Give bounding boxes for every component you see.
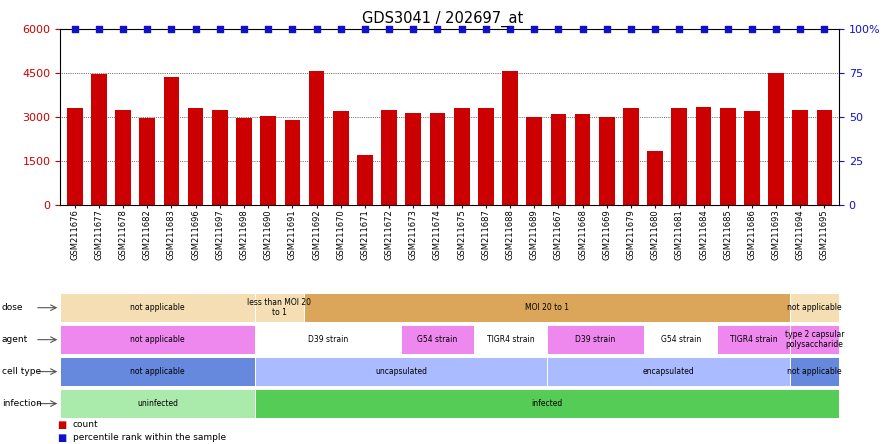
Point <box>527 25 542 32</box>
Point <box>455 25 469 32</box>
Text: D39 strain: D39 strain <box>308 335 348 344</box>
Bar <box>623 108 639 205</box>
Bar <box>574 114 590 205</box>
Text: percentile rank within the sample: percentile rank within the sample <box>73 433 226 442</box>
Bar <box>309 71 325 205</box>
Bar <box>115 110 131 205</box>
Bar <box>599 117 615 205</box>
Bar <box>744 111 759 205</box>
Point <box>358 25 372 32</box>
Bar <box>672 108 688 205</box>
Point <box>696 25 711 32</box>
Point <box>285 25 299 32</box>
Point <box>551 25 566 32</box>
Point <box>745 25 759 32</box>
Point <box>673 25 687 32</box>
Text: cell type: cell type <box>2 367 41 376</box>
Bar <box>550 114 566 205</box>
Text: dose: dose <box>2 303 23 312</box>
Text: less than MOI 20
to 1: less than MOI 20 to 1 <box>247 298 312 317</box>
Bar <box>67 108 82 205</box>
Bar <box>212 110 227 205</box>
Text: uninfected: uninfected <box>137 399 178 408</box>
Text: infection: infection <box>2 399 42 408</box>
Bar <box>91 75 107 205</box>
Text: GDS3041 / 202697_at: GDS3041 / 202697_at <box>362 11 523 27</box>
Point <box>237 25 251 32</box>
Point <box>140 25 154 32</box>
Bar <box>696 107 712 205</box>
Bar <box>357 155 373 205</box>
Bar <box>502 71 518 205</box>
Point <box>624 25 638 32</box>
Text: infected: infected <box>531 399 563 408</box>
Bar <box>768 73 784 205</box>
Point <box>189 25 203 32</box>
Point <box>310 25 324 32</box>
Text: ■: ■ <box>58 432 66 443</box>
Bar <box>817 110 832 205</box>
Point <box>479 25 493 32</box>
Bar <box>260 115 276 205</box>
Point <box>334 25 348 32</box>
Text: encapsulated: encapsulated <box>643 367 695 376</box>
Text: TIGR4 strain: TIGR4 strain <box>730 335 778 344</box>
Point <box>67 25 81 32</box>
Bar <box>454 108 470 205</box>
Point <box>165 25 179 32</box>
Text: ■: ■ <box>58 420 66 430</box>
Point <box>116 25 130 32</box>
Text: not applicable: not applicable <box>130 303 185 312</box>
Bar <box>720 108 735 205</box>
Bar <box>164 77 180 205</box>
Point <box>600 25 614 32</box>
Bar <box>647 151 663 205</box>
Bar <box>236 119 252 205</box>
Bar <box>405 113 421 205</box>
Text: type 2 capsular
polysaccharide: type 2 capsular polysaccharide <box>785 330 844 349</box>
Text: uncapsulated: uncapsulated <box>375 367 427 376</box>
Text: not applicable: not applicable <box>788 303 842 312</box>
Text: agent: agent <box>2 335 28 344</box>
Text: G54 strain: G54 strain <box>661 335 701 344</box>
Text: not applicable: not applicable <box>788 367 842 376</box>
Point <box>769 25 783 32</box>
Point <box>406 25 420 32</box>
Text: G54 strain: G54 strain <box>418 335 458 344</box>
Point <box>648 25 662 32</box>
Point <box>575 25 589 32</box>
Bar <box>478 108 494 205</box>
Point <box>92 25 106 32</box>
Text: not applicable: not applicable <box>130 335 185 344</box>
Bar <box>381 110 397 205</box>
Point <box>212 25 227 32</box>
Text: not applicable: not applicable <box>130 367 185 376</box>
Bar <box>188 108 204 205</box>
Point <box>382 25 396 32</box>
Text: MOI 20 to 1: MOI 20 to 1 <box>525 303 569 312</box>
Point <box>503 25 517 32</box>
Bar <box>333 111 349 205</box>
Point <box>261 25 275 32</box>
Text: TIGR4 strain: TIGR4 strain <box>487 335 535 344</box>
Point <box>793 25 807 32</box>
Point <box>720 25 735 32</box>
Bar <box>792 110 808 205</box>
Point <box>818 25 832 32</box>
Text: D39 strain: D39 strain <box>575 335 616 344</box>
Text: count: count <box>73 420 98 429</box>
Bar <box>284 120 300 205</box>
Point <box>430 25 444 32</box>
Bar <box>527 117 543 205</box>
Bar <box>429 113 445 205</box>
Bar <box>140 119 155 205</box>
